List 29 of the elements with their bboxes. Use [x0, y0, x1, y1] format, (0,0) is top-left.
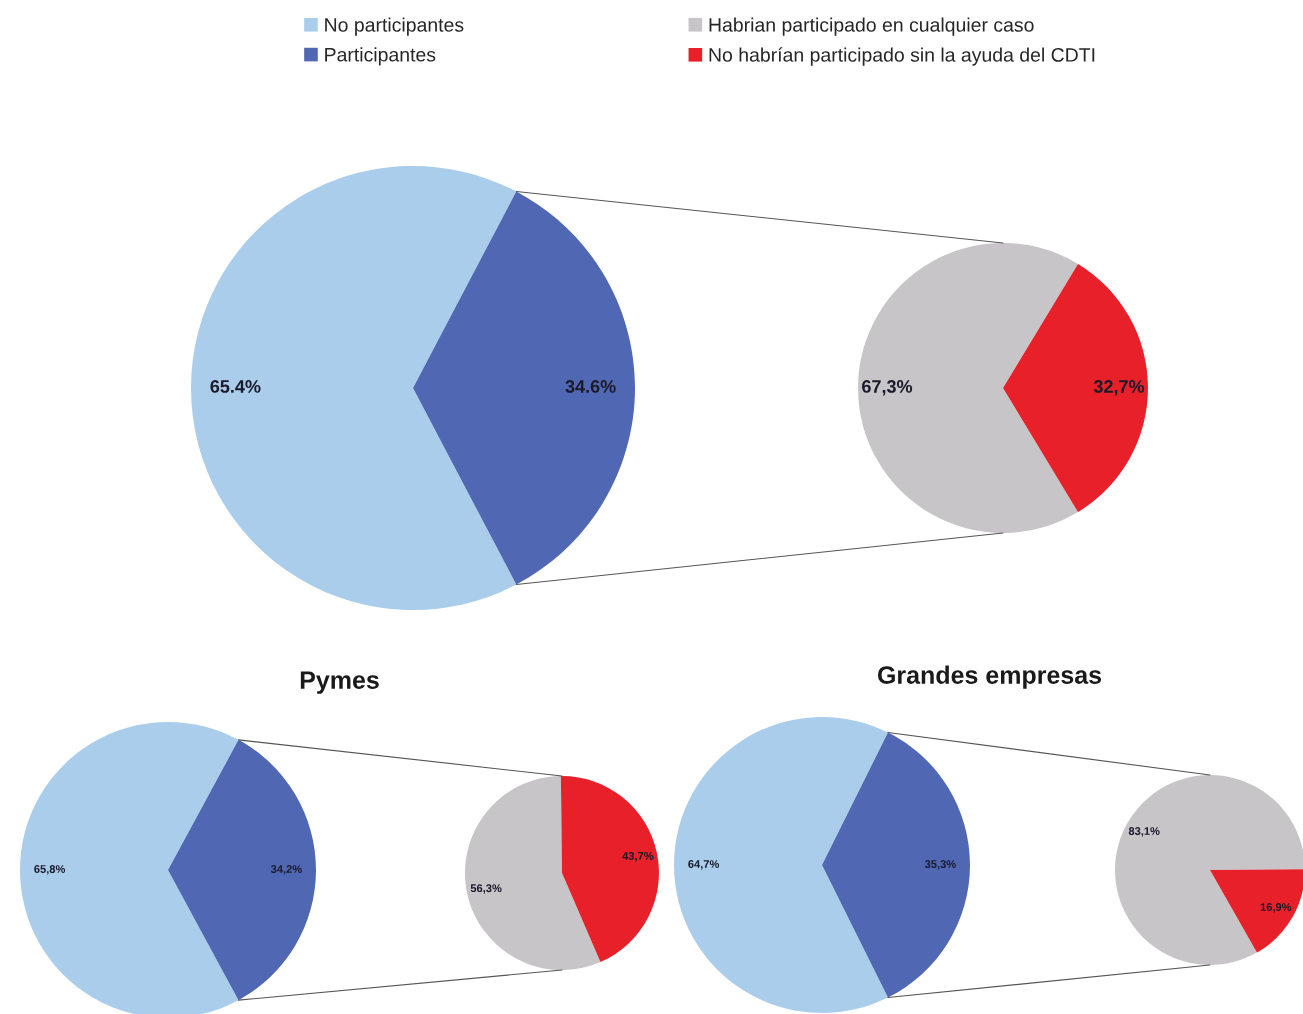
legend-label: Habrian participado en cualquier caso — [709, 17, 1034, 36]
data-label: 65,8% — [34, 865, 66, 875]
data-label: 32,7% — [1093, 380, 1145, 396]
pie-slice — [413, 191, 635, 585]
pie-slice — [822, 732, 970, 998]
legend-label: No habrían participado sin la ayuda del CDTI — [709, 47, 1095, 66]
pie-slice — [560, 776, 659, 963]
data-label: 83,1% — [1128, 827, 1160, 837]
chart-title: Grandes empresas — [877, 665, 1102, 689]
pie-slice — [465, 776, 601, 970]
data-label: 35,3% — [924, 860, 956, 870]
data-label: 16,9% — [1260, 903, 1292, 913]
data-label: 64,7% — [688, 860, 720, 870]
legend-label: Participantes — [325, 47, 436, 66]
data-label: 56,3% — [470, 884, 502, 894]
legend-label: No participantes — [325, 17, 464, 36]
data-label: 67,3% — [862, 380, 913, 396]
pie-slice — [1210, 869, 1303, 953]
pie-slice — [674, 717, 888, 1013]
data-label: 34.6% — [565, 380, 616, 393]
data-label: 65.4% — [210, 380, 261, 393]
pie-slice — [1003, 263, 1148, 513]
data-label: 34,2% — [270, 865, 302, 875]
data-label: 43,7% — [622, 851, 654, 862]
pie-slice — [168, 739, 316, 1001]
pie-slice — [1115, 775, 1303, 965]
pie-slice — [858, 243, 1078, 533]
pie-slice — [191, 166, 517, 610]
chart-title: Pymes — [300, 671, 379, 694]
